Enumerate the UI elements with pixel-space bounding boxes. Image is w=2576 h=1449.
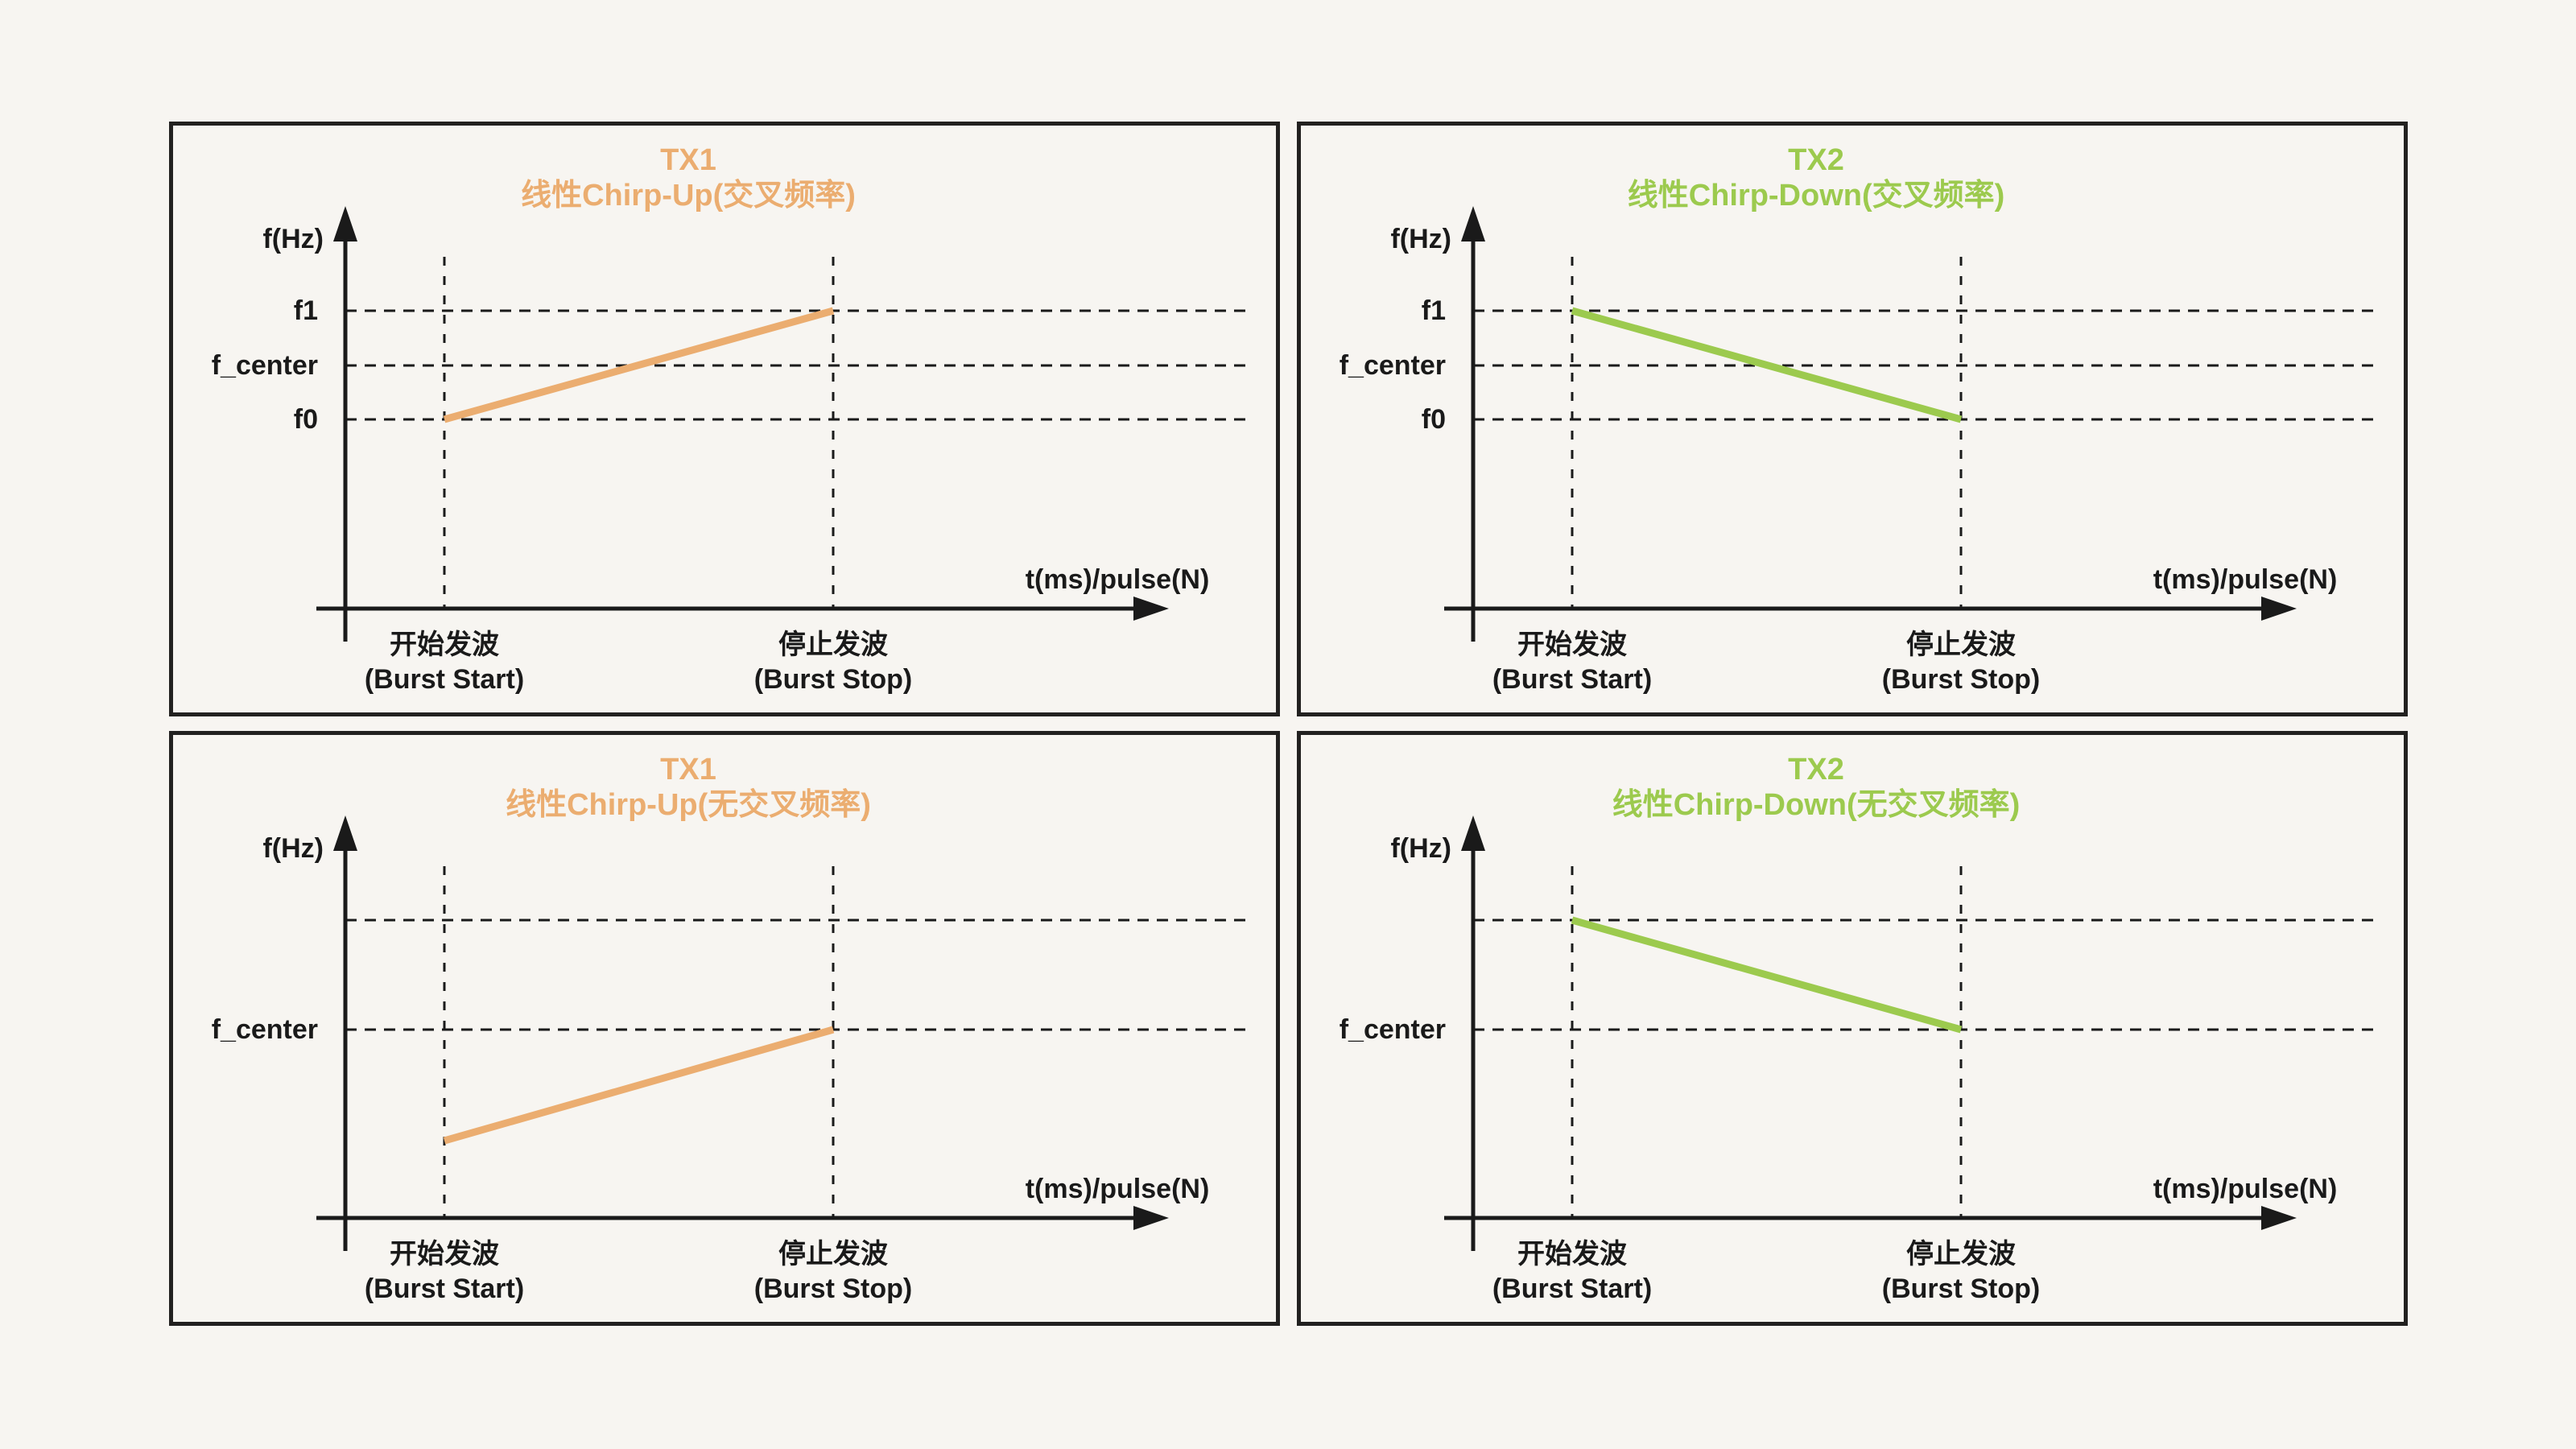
chirp-down-cross-plot [1444, 206, 2380, 642]
y-tick-f0: f0 [1421, 404, 1446, 435]
y-tick-f-center: f_center [211, 350, 318, 381]
y-tick-f1: f1 [1421, 295, 1446, 326]
y-axis-label: f(Hz) [1390, 224, 1451, 254]
panel-title-line2: 线性Chirp-Up(交叉频率) [521, 179, 856, 213]
panel-title-line1: TX2 [1788, 753, 1844, 786]
x-tick-burst-stop-en: (Burst Stop) [1881, 664, 2041, 695]
x-tick-burst-stop-en: (Burst Stop) [1881, 1274, 2041, 1304]
x-tick-burst-start-zh: 开始发波 [1517, 1239, 1627, 1269]
x-tick-burst-start-en: (Burst Start) [1492, 1274, 1653, 1304]
chirp-up-cross-plot [316, 206, 1253, 642]
panel-title: TX2 线性Chirp-Down(无交叉频率) [1301, 752, 2331, 823]
panel-title: TX1 线性Chirp-Up(无交叉频率) [173, 752, 1203, 823]
x-tick-burst-start-zh: 开始发波 [1517, 630, 1627, 660]
panel-tx1-chirp-up-cross: TX1 线性Chirp-Up(交叉频率) f(Hz) f1 f_center f… [169, 122, 1280, 716]
x-tick-burst-start-zh: 开始发波 [390, 1239, 499, 1269]
x-tick-burst-stop-en: (Burst Stop) [753, 1274, 913, 1304]
panel-title: TX2 线性Chirp-Down(交叉频率) [1301, 142, 2331, 213]
y-tick-f-center: f_center [1339, 1014, 1446, 1045]
panel-tx2-chirp-down-cross: TX2 线性Chirp-Down(交叉频率) f(Hz) f1 f_center… [1297, 122, 2408, 716]
x-tick-burst-start-zh: 开始发波 [390, 630, 499, 660]
panel-title-line2: 线性Chirp-Up(无交叉频率) [506, 788, 871, 822]
panel-title-line1: TX1 [660, 753, 716, 786]
panel-title-line1: TX1 [660, 143, 716, 177]
y-axis-label: f(Hz) [262, 833, 324, 864]
x-axis-label: t(ms)/pulse(N) [1025, 564, 1210, 595]
chirp-up-nocross-plot [316, 815, 1253, 1251]
x-tick-burst-stop-zh: 停止发波 [1906, 630, 2016, 660]
y-axis-label: f(Hz) [262, 224, 324, 254]
panel-tx1-chirp-up-nocross: TX1 线性Chirp-Up(无交叉频率) f(Hz) f_center t(m… [169, 731, 1280, 1326]
x-axis-label: t(ms)/pulse(N) [1025, 1174, 1210, 1204]
panel-tx2-chirp-down-nocross: TX2 线性Chirp-Down(无交叉频率) f(Hz) f_center t… [1297, 731, 2408, 1326]
panel-title-line1: TX2 [1788, 143, 1844, 177]
x-axis-label: t(ms)/pulse(N) [2153, 564, 2338, 595]
x-tick-burst-start-en: (Burst Start) [1492, 664, 1653, 695]
x-tick-burst-start-en: (Burst Start) [364, 1274, 525, 1304]
x-tick-burst-stop-zh: 停止发波 [1906, 1239, 2016, 1269]
y-tick-f1: f1 [293, 295, 318, 326]
x-tick-burst-start-en: (Burst Start) [364, 664, 525, 695]
y-tick-f-center: f_center [211, 1014, 318, 1045]
y-tick-f0: f0 [293, 404, 318, 435]
chirp-down-nocross-plot [1444, 815, 2380, 1251]
x-axis-label: t(ms)/pulse(N) [2153, 1174, 2338, 1204]
panel-title-line2: 线性Chirp-Down(交叉频率) [1627, 179, 2005, 213]
y-tick-f-center: f_center [1339, 350, 1446, 381]
x-tick-burst-stop-zh: 停止发波 [778, 1239, 888, 1269]
panel-title: TX1 线性Chirp-Up(交叉频率) [173, 142, 1203, 213]
y-axis-label: f(Hz) [1390, 833, 1451, 864]
x-tick-burst-stop-en: (Burst Stop) [753, 664, 913, 695]
panel-title-line2: 线性Chirp-Down(无交叉频率) [1612, 788, 2021, 822]
x-tick-burst-stop-zh: 停止发波 [778, 630, 888, 660]
